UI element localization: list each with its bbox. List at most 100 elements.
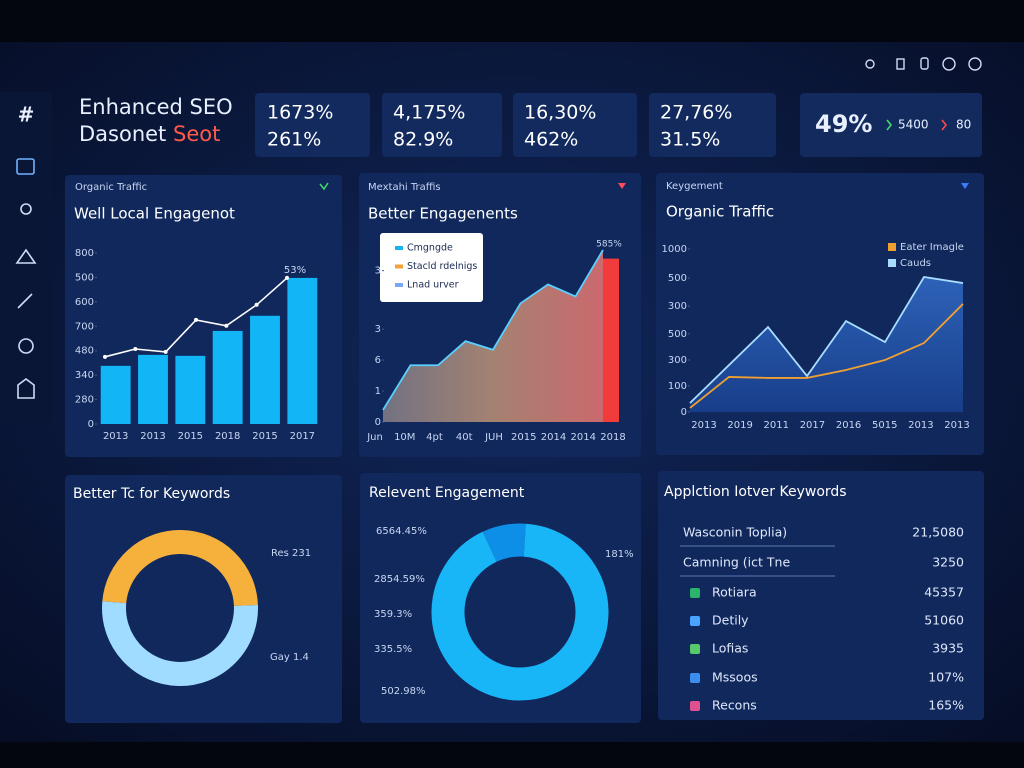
legend-label: Lnad urver	[407, 280, 459, 291]
icon[interactable]	[15, 248, 37, 264]
bar	[250, 315, 280, 424]
row-value: 165%	[928, 698, 964, 713]
y-tick-label: 0	[375, 417, 381, 428]
icon[interactable]	[18, 338, 34, 354]
icon	[690, 701, 700, 711]
icon[interactable]	[16, 158, 35, 175]
top-icons	[865, 57, 982, 71]
kpi-top: 4,175%	[393, 102, 465, 124]
donut-label: Gay 1.4	[270, 652, 309, 663]
x-tick-label: Jun	[366, 432, 383, 443]
x-tick-label: 2017	[290, 431, 315, 442]
y-tick-label: 600	[75, 297, 94, 308]
y-tick-label: 100	[668, 381, 687, 392]
legend-swatch	[395, 264, 403, 269]
kpi-top: 1673%	[267, 102, 333, 124]
y-tick-label: 6	[375, 355, 381, 366]
legend-label: Stacld rdelnigs	[407, 261, 477, 272]
trend-point	[103, 354, 107, 359]
donut-label: Res 231	[271, 548, 311, 559]
subtitle-text: Dasonet	[79, 122, 166, 146]
logo: #	[18, 103, 35, 127]
trend-point	[224, 323, 229, 328]
kpi-up: 5400	[898, 118, 929, 132]
row-label: Recons	[712, 698, 757, 713]
check-icon	[319, 182, 329, 191]
x-tick-label: 40t	[456, 432, 473, 443]
x-tick-label: 2015	[178, 431, 203, 442]
icon[interactable]	[17, 378, 35, 399]
donut-label: 181%	[605, 549, 634, 560]
row-label: Detily	[712, 613, 749, 628]
icon	[690, 616, 700, 626]
x-tick-label: 4pt	[426, 432, 443, 443]
x-tick-label: 5015	[872, 420, 897, 431]
icon	[690, 644, 700, 654]
heart-icon	[618, 183, 626, 189]
kpi-bottom: 31.5%	[660, 129, 720, 151]
y-tick-label: 280	[75, 395, 94, 406]
kpi-bottom: 82.9%	[393, 129, 453, 151]
row-label: Lofias	[712, 641, 748, 656]
chart-title: Well Local Engagenot	[74, 205, 235, 223]
up-arrow	[886, 119, 893, 131]
x-tick-label: 2013	[944, 420, 969, 431]
panel	[658, 471, 984, 720]
area	[383, 250, 603, 422]
donut-segment	[431, 523, 609, 701]
row-value: 107%	[928, 670, 964, 685]
row-value: 3250	[932, 555, 964, 570]
kpi-bottom: 261%	[267, 129, 321, 151]
subtitle: Dasonet Seot	[79, 122, 220, 146]
kpi-card	[382, 93, 502, 157]
icon	[690, 673, 700, 683]
subtitle-accent: Seot	[173, 122, 220, 146]
icon[interactable]	[17, 293, 33, 309]
x-tick-label: 2016	[836, 420, 861, 431]
row-label: Camning (ict Tne	[683, 555, 790, 570]
down-arrow	[941, 119, 948, 131]
icon[interactable]	[865, 59, 875, 69]
x-tick-label: 2019	[727, 420, 752, 431]
x-tick-label: 2013	[140, 431, 165, 442]
panel-label: Keygement	[666, 181, 723, 192]
icon[interactable]	[968, 57, 982, 71]
x-tick-label: 2011	[764, 420, 789, 431]
row-label: Wasconin Toplia)	[683, 525, 787, 540]
x-tick-label: 2017	[800, 420, 825, 431]
icon	[690, 588, 700, 598]
kpi-top: 27,76%	[660, 102, 732, 124]
kpi-down: 80	[956, 118, 971, 132]
y-tick-label: 480	[75, 346, 94, 357]
chart-title: Organic Traffic	[666, 203, 774, 221]
bar	[287, 277, 318, 424]
icon[interactable]	[942, 57, 956, 71]
y-tick-label: 340	[75, 370, 94, 381]
chart-title: Better Engagenents	[368, 205, 518, 223]
icon[interactable]	[896, 58, 905, 70]
table-title: Applction Iotver Keywords	[664, 484, 847, 500]
sidebar	[0, 92, 52, 422]
chart-title: Relevent Engagement	[369, 485, 525, 501]
donut-segment	[102, 530, 258, 607]
bar	[212, 330, 243, 424]
bar	[603, 258, 619, 422]
icon[interactable]	[20, 203, 32, 215]
kpi-cards: 1673% 261% 4,175% 82.9% 16,30% 462% 27,7…	[255, 93, 982, 157]
title: Enhanced SEO	[79, 95, 233, 119]
icon[interactable]	[920, 57, 929, 70]
row-value: 51060	[924, 613, 964, 628]
trend-point	[285, 275, 289, 280]
sidebar-icons	[15, 158, 37, 399]
kpi-card	[255, 93, 370, 157]
y-tick-label: 500	[668, 329, 687, 340]
x-tick-label: 2013	[691, 420, 716, 431]
series-line	[689, 276, 964, 404]
y-tick-label: 1	[375, 386, 381, 397]
triangle-icon	[961, 183, 969, 189]
kpi-card	[649, 93, 776, 157]
y-tick-label: 3	[375, 266, 381, 277]
x-tick-label: JUH	[484, 432, 503, 443]
x-tick-label: 2015	[252, 431, 277, 442]
